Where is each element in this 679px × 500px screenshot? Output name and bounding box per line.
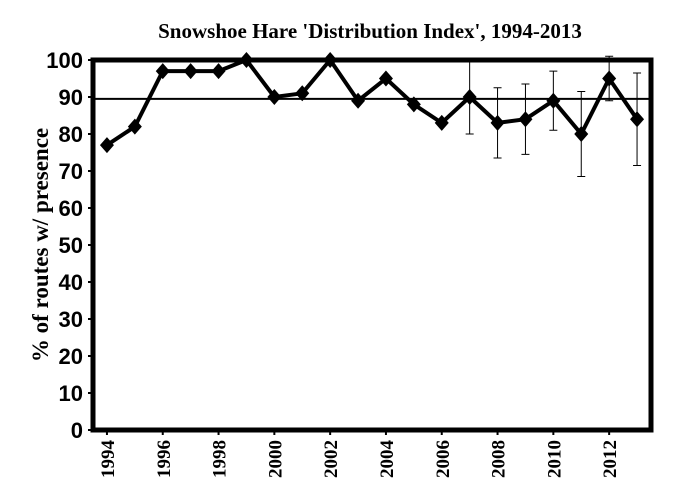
y-tick-label: 80 [59,122,83,147]
x-tick-label: 2000 [265,440,286,478]
x-tick-label: 2010 [544,440,565,478]
data-point [211,63,226,80]
x-tick-label: 1998 [210,440,231,478]
data-point [351,92,366,109]
data-point [406,96,421,113]
data-point [546,92,561,109]
data-point [378,70,393,87]
y-axis-label: % of routes w/ presence [28,128,53,362]
y-tick-label: 60 [59,196,83,221]
data-point [630,111,645,128]
x-tick-label: 2004 [377,440,398,479]
x-tick-label: 2006 [433,440,454,478]
y-tick-label: 10 [59,381,83,406]
plot-frame [90,57,654,433]
y-tick-label: 70 [59,159,83,184]
y-tick-label: 20 [59,344,83,369]
x-tick-label: 1994 [98,440,119,479]
y-tick-label: 30 [59,307,83,332]
x-tick-label: 2008 [489,440,510,478]
x-tick-label: 2012 [600,440,621,478]
data-point [183,63,198,80]
chart-title: Snowshoe Hare 'Distribution Index', 1994… [158,19,582,43]
data-point [127,118,142,135]
data-point [434,114,449,131]
y-tick-label: 90 [59,85,83,110]
data-point [574,126,589,142]
y-tick-label: 40 [59,270,83,295]
x-tick-label: 2002 [321,440,342,478]
data-point [602,70,617,87]
data-point [462,89,477,105]
data-point [490,114,505,131]
data-point [155,63,170,80]
data-point [267,89,282,105]
x-tick-label: 1996 [154,440,175,478]
y-tick-label: 100 [46,48,83,73]
data-point [295,85,310,102]
y-tick-label: 50 [59,233,83,258]
data-point [518,111,533,128]
y-tick-label: 0 [71,418,83,443]
data-point [99,137,114,154]
